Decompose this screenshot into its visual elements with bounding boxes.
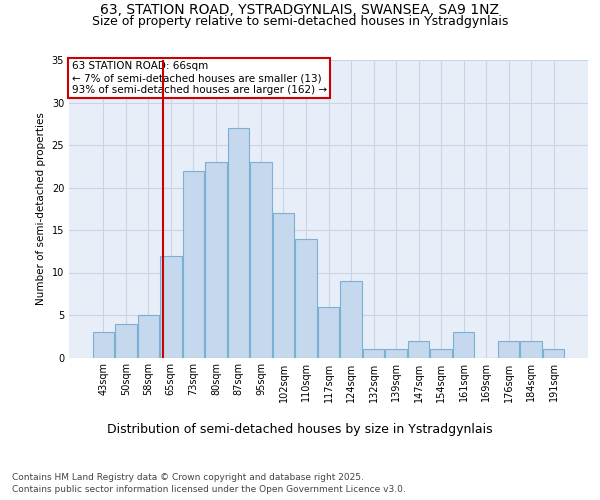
Bar	[363, 349, 384, 358]
Bar	[205, 162, 227, 358]
Bar	[408, 340, 429, 357]
Bar	[115, 324, 137, 358]
Text: Contains HM Land Registry data © Crown copyright and database right 2025.: Contains HM Land Registry data © Crown c…	[12, 472, 364, 482]
Bar	[295, 238, 317, 358]
Bar	[160, 256, 182, 358]
Y-axis label: Number of semi-detached properties: Number of semi-detached properties	[36, 112, 46, 305]
Text: 63 STATION ROAD: 66sqm
← 7% of semi-detached houses are smaller (13)
93% of semi: 63 STATION ROAD: 66sqm ← 7% of semi-deta…	[71, 62, 327, 94]
Bar	[520, 340, 542, 357]
Bar	[137, 315, 159, 358]
Bar	[340, 281, 362, 357]
Text: Size of property relative to semi-detached houses in Ystradgynlais: Size of property relative to semi-detach…	[92, 15, 508, 28]
Bar	[273, 213, 294, 358]
Bar	[228, 128, 249, 358]
Text: Distribution of semi-detached houses by size in Ystradgynlais: Distribution of semi-detached houses by …	[107, 422, 493, 436]
Bar	[430, 349, 452, 358]
Text: Contains public sector information licensed under the Open Government Licence v3: Contains public sector information licen…	[12, 485, 406, 494]
Bar	[498, 340, 520, 357]
Bar	[543, 349, 565, 358]
Bar	[182, 170, 204, 358]
Bar	[385, 349, 407, 358]
Bar	[318, 306, 339, 358]
Text: 63, STATION ROAD, YSTRADGYNLAIS, SWANSEA, SA9 1NZ: 63, STATION ROAD, YSTRADGYNLAIS, SWANSEA…	[101, 2, 499, 16]
Bar	[250, 162, 272, 358]
Bar	[92, 332, 114, 357]
Bar	[453, 332, 475, 357]
